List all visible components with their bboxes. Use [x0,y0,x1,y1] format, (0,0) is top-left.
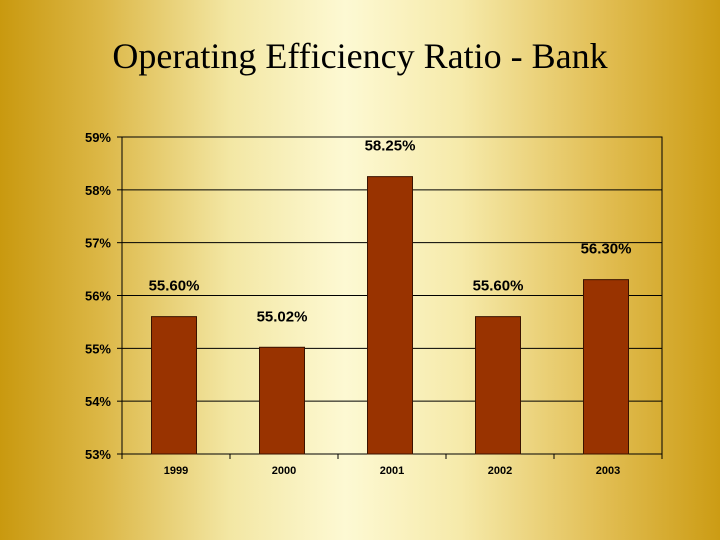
x-tick-label: 2001 [380,465,404,477]
bars [151,176,629,455]
y-tick-label: 53% [85,447,111,462]
bar [475,316,521,455]
bar [367,176,413,455]
y-tick-label: 58% [85,183,111,198]
bar [151,316,197,455]
y-tick-label: 54% [85,394,111,409]
y-tick-label: 56% [85,289,111,304]
x-tick-label: 2003 [596,465,620,477]
data-label: 55.02% [257,308,308,325]
y-tick-label: 57% [85,236,111,251]
bar [259,346,305,455]
slide-title: Operating Efficiency Ratio - Bank [112,36,608,76]
y-tick-label: 59% [85,130,111,145]
bar [583,279,629,455]
y-tick-label: 55% [85,341,111,356]
x-tick-label: 2000 [272,465,296,477]
axes: 53% 54% 55% 56% 57% 58% 59% 1999 2000 2001 2002 200… [85,130,663,477]
data-label: 55.60% [473,278,524,295]
x-tick-label: 2002 [488,465,512,477]
x-tick-label: 1999 [164,465,188,477]
data-labels: 55.60% 55.02% 58.25% 55.60% 56.30% [149,138,632,326]
data-label: 55.60% [149,278,200,295]
data-label: 56.30% [581,241,632,258]
data-label: 58.25% [365,138,416,155]
